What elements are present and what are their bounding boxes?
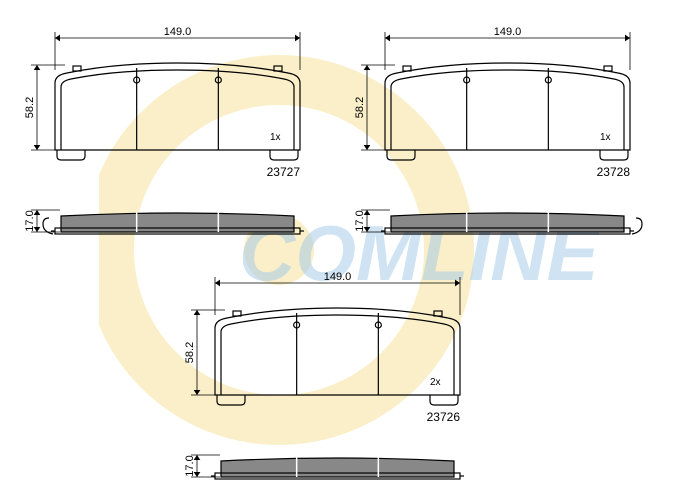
side-height-label: 17.0: [184, 455, 196, 476]
side-friction: [391, 213, 624, 232]
pad-tr: 149.0 58.2 1x 23728 17.0: [354, 26, 642, 234]
width-label: 149.0: [324, 271, 352, 283]
pad-tl: 149.0 58.2 1x 23727 17.0: [24, 26, 304, 234]
qty-label: 1x: [270, 132, 281, 143]
side-height-label: 17.0: [354, 210, 366, 231]
part-number: 23727: [267, 165, 301, 179]
part-number: 23726: [427, 410, 461, 424]
height-label: 58.2: [24, 97, 36, 118]
qty-label: 2x: [430, 377, 441, 388]
side-friction: [61, 213, 294, 232]
width-label: 149.0: [494, 26, 522, 38]
side-friction: [221, 458, 454, 477]
height-label: 58.2: [184, 342, 196, 363]
side-height-label: 17.0: [24, 210, 36, 231]
drawing-canvas: 149.0 58.2 1x 23727 17.0 149.0 58.2 1x 23728 17.0…: [0, 0, 698, 500]
width-label: 149.0: [164, 26, 192, 38]
part-number: 23728: [597, 165, 631, 179]
height-label: 58.2: [354, 97, 366, 118]
pad-bc: 149.0 58.2 2x 23726 17.0: [184, 271, 464, 479]
qty-label: 1x: [600, 132, 611, 143]
